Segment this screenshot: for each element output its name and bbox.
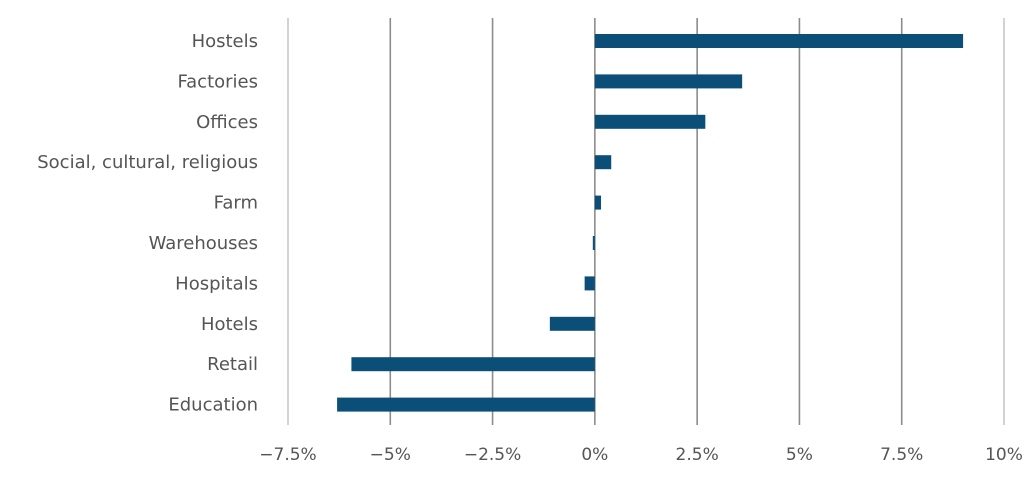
bar bbox=[594, 195, 601, 210]
category-label: Education bbox=[168, 395, 258, 416]
category-label: Farm bbox=[214, 193, 258, 214]
bar bbox=[594, 155, 612, 170]
x-tick-label: 7.5% bbox=[880, 445, 923, 465]
bar bbox=[592, 236, 595, 250]
category-labels: Hostels Factories Offices Social, cultural,… bbox=[37, 31, 258, 416]
category-label: Social, cultural, religious bbox=[37, 152, 258, 173]
bars bbox=[337, 34, 964, 412]
x-tick-label: 0% bbox=[581, 445, 608, 465]
bar bbox=[549, 316, 595, 331]
category-label: Retail bbox=[207, 354, 258, 375]
category-label: Warehouses bbox=[149, 233, 258, 254]
x-tick-labels: −7.5% −5% −2.5% 0% 2.5% 5% 7.5% 10% bbox=[259, 445, 1023, 465]
category-label: Hotels bbox=[201, 314, 258, 335]
x-tick-label: 10% bbox=[985, 445, 1023, 465]
x-tick-label: −2.5% bbox=[464, 445, 521, 465]
category-label: Hospitals bbox=[175, 273, 258, 294]
x-tick-label: 5% bbox=[786, 445, 813, 465]
bar bbox=[337, 397, 595, 412]
category-label: Hostels bbox=[192, 31, 258, 52]
x-tick-label: −7.5% bbox=[259, 445, 316, 465]
bar bbox=[594, 34, 964, 48]
x-tick-label: −5% bbox=[370, 445, 411, 465]
x-tick-label: 2.5% bbox=[676, 445, 719, 465]
category-label: Factories bbox=[177, 71, 258, 92]
bar bbox=[351, 357, 595, 372]
bar bbox=[594, 74, 743, 89]
bar bbox=[594, 114, 706, 129]
category-label: Offices bbox=[196, 112, 258, 133]
bar bbox=[584, 276, 595, 291]
